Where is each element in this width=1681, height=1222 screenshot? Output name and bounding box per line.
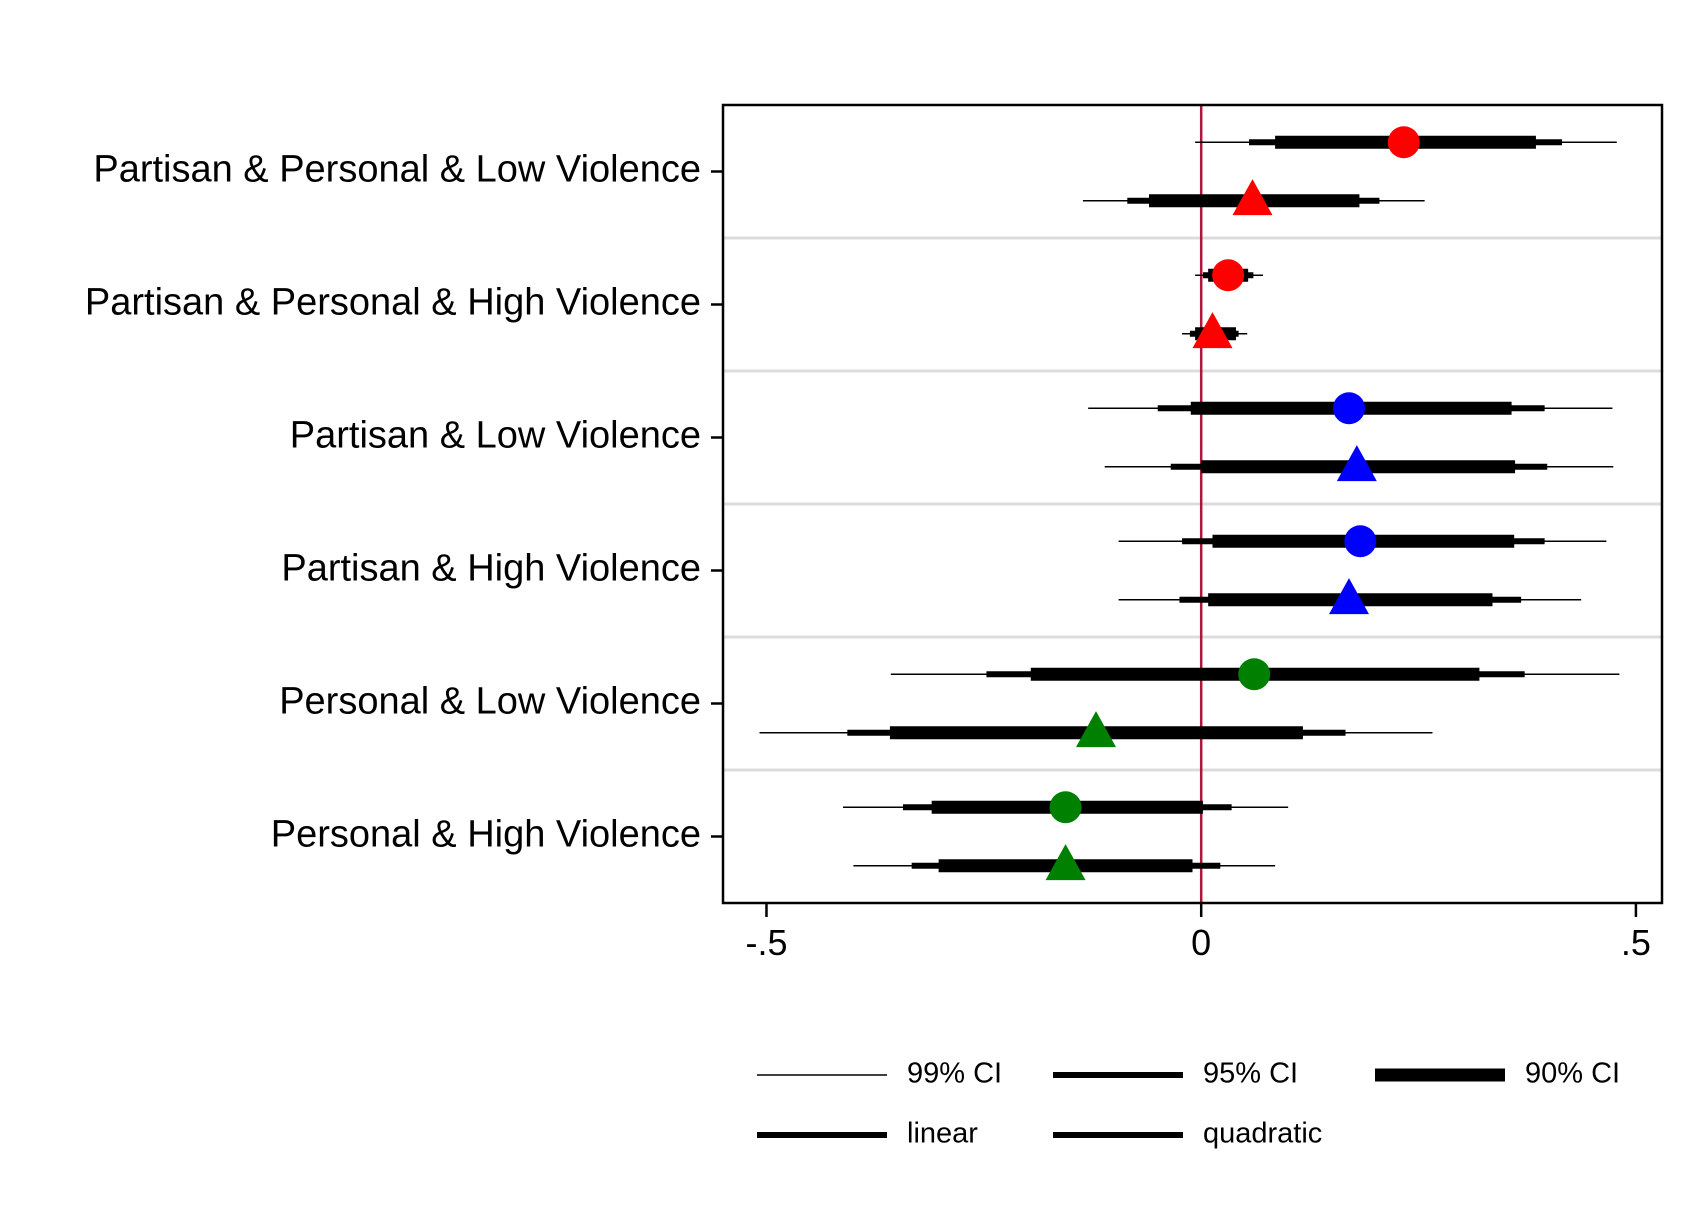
- point-estimate-circle: [1333, 392, 1365, 425]
- x-axis: -.5 0 .5: [745, 903, 1651, 963]
- point-estimate-circle: [1238, 658, 1271, 691]
- estimate-linear-4: [890, 658, 1620, 691]
- estimate-quadratic-2: [1104, 445, 1614, 482]
- estimate-linear-5: [842, 791, 1289, 824]
- x-tick-label-1: 0: [1191, 922, 1211, 963]
- legend-entry-4: quadratic: [1053, 1118, 1322, 1150]
- estimate-quadratic-0: [1082, 179, 1425, 216]
- category-label-4: Personal & Low Violence: [279, 681, 701, 723]
- estimate-quadratic-1: [1182, 312, 1248, 349]
- point-estimate-triangle: [1045, 844, 1086, 881]
- legend-label: 99% CI: [907, 1058, 1002, 1090]
- category-label-2: Partisan & Low Violence: [290, 415, 701, 457]
- category-label-5: Personal & High Violence: [271, 814, 701, 856]
- point-estimate-circle: [1344, 525, 1377, 558]
- x-tick-label-2: .5: [1621, 922, 1651, 963]
- estimate-marks: [759, 126, 1620, 881]
- category-labels: Partisan & Personal & Low Violence Partis…: [85, 149, 723, 856]
- point-estimate-circle: [1049, 791, 1082, 824]
- point-estimate-triangle: [1075, 711, 1116, 748]
- legend-entry-3: linear: [757, 1118, 978, 1150]
- group-separators: [723, 236, 1662, 772]
- point-estimate-triangle: [1336, 445, 1377, 482]
- point-estimate-circle: [1387, 126, 1420, 159]
- legend-label: quadratic: [1203, 1118, 1322, 1150]
- point-estimate-triangle: [1232, 179, 1273, 216]
- estimate-linear-1: [1195, 259, 1263, 292]
- point-estimate-triangle: [1192, 312, 1233, 349]
- legend-entry-0: 99% CI: [757, 1058, 1002, 1090]
- estimate-quadratic-3: [1118, 578, 1582, 615]
- estimate-linear-3: [1118, 525, 1607, 558]
- x-tick-label-0: -.5: [745, 922, 787, 963]
- estimate-linear-2: [1088, 392, 1613, 425]
- category-label-3: Partisan & High Violence: [281, 548, 701, 590]
- legend: 99% CI 95% CI 90% CI linear quadratic: [757, 1058, 1620, 1150]
- legend-label: 95% CI: [1203, 1058, 1298, 1090]
- point-estimate-triangle: [1329, 578, 1369, 615]
- plot-frame: [721, 103, 1664, 905]
- estimate-quadratic-4: [759, 711, 1433, 748]
- legend-label: 90% CI: [1525, 1058, 1620, 1090]
- legend-entry-1: 95% CI: [1053, 1058, 1298, 1090]
- category-label-1: Partisan & Personal & High Violence: [85, 282, 701, 324]
- category-label-0: Partisan & Personal & Low Violence: [93, 149, 701, 191]
- legend-label: linear: [907, 1118, 978, 1150]
- point-estimate-circle: [1212, 259, 1245, 292]
- legend-entry-2: 90% CI: [1375, 1058, 1620, 1090]
- estimate-quadratic-5: [853, 844, 1276, 881]
- estimate-linear-0: [1195, 126, 1617, 159]
